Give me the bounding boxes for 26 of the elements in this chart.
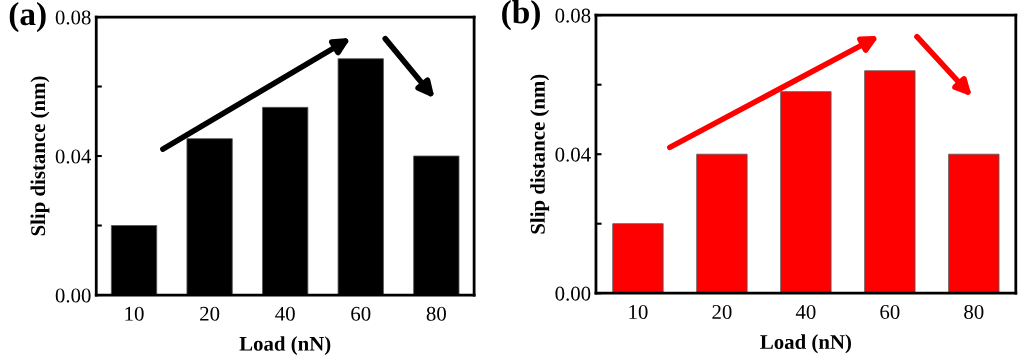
x-tick-label: 80 (426, 306, 446, 321)
x-tick-label: 60 (351, 306, 371, 321)
chart-title: (a) (9, 1, 46, 33)
bar (864, 70, 916, 294)
y-axis-title: Slip distance (nm) (30, 76, 50, 236)
chart-title: (b) (502, 0, 540, 31)
y-tick-label: 0.00 (55, 288, 91, 303)
x-axis-title: Load (nN) (760, 334, 851, 354)
bar (696, 153, 748, 294)
y-axis-title: Slip distance (nm) (530, 74, 550, 234)
x-tick-label: 10 (125, 306, 144, 321)
y-tick-label: 0.04 (555, 147, 591, 162)
x-tick-label: 80 (964, 304, 984, 319)
x-tick-label: 40 (275, 306, 295, 321)
y-tick-label: 0.00 (555, 286, 591, 301)
x-axis-title: Load (nN) (239, 336, 331, 356)
bar (612, 223, 664, 294)
y-tick-label: 0.04 (55, 149, 92, 164)
y-tick-label: 0.08 (555, 8, 591, 23)
x-tick-label: 40 (795, 304, 816, 319)
x-tick-label: 20 (712, 304, 732, 319)
x-tick-label: 60 (880, 304, 900, 319)
x-tick-label: 20 (200, 306, 220, 321)
y-tick-label: 0.08 (55, 10, 91, 25)
bar (948, 153, 1000, 294)
x-tick-label: 10 (629, 304, 648, 319)
